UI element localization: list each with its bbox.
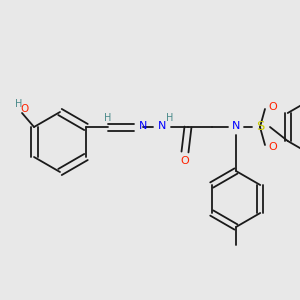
Text: H: H bbox=[166, 113, 174, 123]
Text: O: O bbox=[181, 156, 189, 166]
Text: O: O bbox=[268, 102, 278, 112]
Text: O: O bbox=[20, 104, 28, 114]
Text: O: O bbox=[268, 142, 278, 152]
Text: N: N bbox=[158, 121, 166, 131]
Text: N: N bbox=[232, 121, 240, 131]
Text: N: N bbox=[139, 121, 147, 131]
Text: H: H bbox=[15, 99, 23, 109]
Text: S: S bbox=[256, 121, 264, 134]
Text: H: H bbox=[104, 113, 112, 123]
